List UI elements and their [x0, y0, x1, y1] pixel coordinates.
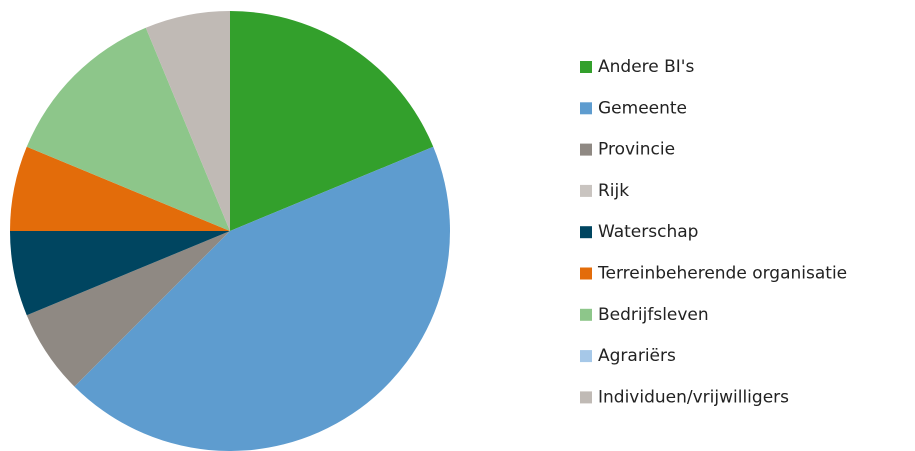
pie-slice — [26, 27, 230, 231]
legend-swatch — [580, 308, 592, 321]
legend-swatch — [580, 143, 592, 156]
pie-slice — [10, 231, 230, 316]
pie-slice — [26, 231, 230, 387]
legend-label: Agrariërs — [598, 346, 676, 366]
legend-label: Bedrijfsleven — [598, 305, 709, 325]
pie-slice — [10, 146, 230, 231]
legend-swatch — [580, 267, 592, 280]
legend-label: Rijk — [598, 181, 629, 201]
legend-swatch — [580, 350, 592, 363]
legend-label: Gemeente — [598, 98, 687, 118]
legend-label: Andere BI's — [598, 57, 694, 77]
legend-label: Provincie — [598, 140, 675, 160]
legend-swatch — [580, 184, 592, 197]
legend-swatch — [580, 61, 592, 73]
legend-swatch — [580, 226, 592, 239]
legend-label: Waterschap — [598, 222, 698, 242]
pie-slice — [145, 10, 230, 231]
pie-slice — [230, 11, 434, 231]
pie-slice — [74, 146, 451, 451]
legend-swatch — [580, 102, 592, 115]
legend-label: Individuen/vrijwilligers — [598, 387, 789, 407]
legend-label: Terreinbeherende organisatie — [597, 264, 847, 284]
legend-swatch — [580, 391, 592, 404]
